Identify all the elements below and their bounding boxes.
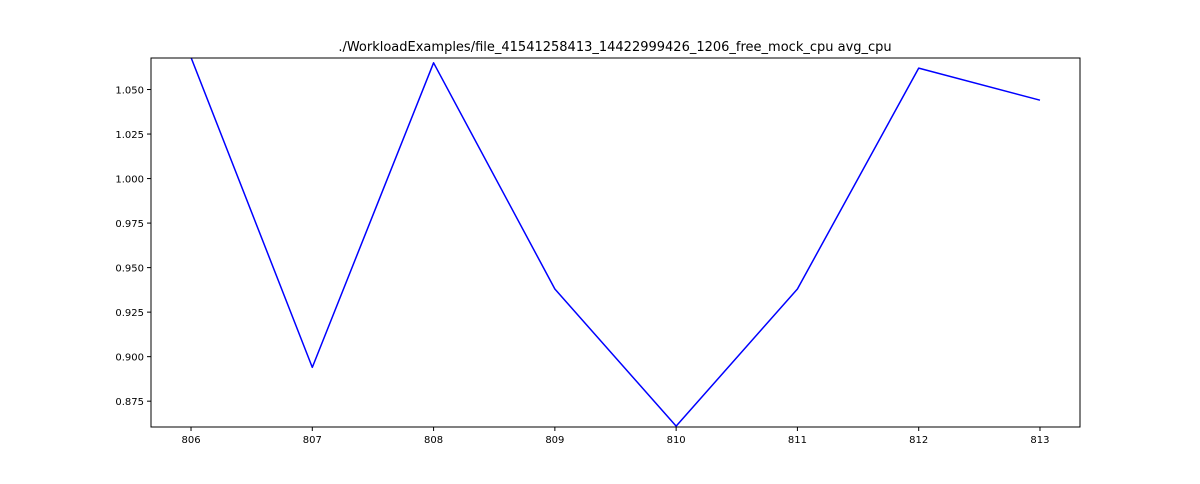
axes-frame bbox=[150, 57, 1081, 428]
x-tick-label: 808 bbox=[424, 435, 443, 446]
y-tick-label: 1.050 bbox=[115, 86, 144, 97]
y-tick-label: 1.000 bbox=[115, 175, 144, 186]
y-tick-label: 0.900 bbox=[115, 353, 144, 364]
plot-area: 806 807 808 809 810 811 812 813 0.875 0.900 0.925 0… bbox=[115, 57, 1081, 446]
x-tick-label: 810 bbox=[667, 435, 686, 446]
x-tick-label: 811 bbox=[788, 435, 807, 446]
y-tick-label: 0.925 bbox=[115, 308, 144, 319]
y-tick-label: 0.950 bbox=[115, 264, 144, 275]
y-tick-label: 0.975 bbox=[115, 219, 144, 230]
x-tick-label: 812 bbox=[909, 435, 928, 446]
series-line bbox=[190, 58, 1041, 427]
x-tick-label: 806 bbox=[181, 435, 200, 446]
x-tick-label: 813 bbox=[1030, 435, 1049, 446]
x-tick-label: 809 bbox=[545, 435, 564, 446]
y-tick-label: 1.025 bbox=[115, 130, 144, 141]
x-tick-label: 807 bbox=[303, 435, 322, 446]
y-tick-label: 0.875 bbox=[115, 397, 144, 408]
chart-title: ./WorkloadExamples/file_41541258413_1442… bbox=[338, 40, 891, 55]
